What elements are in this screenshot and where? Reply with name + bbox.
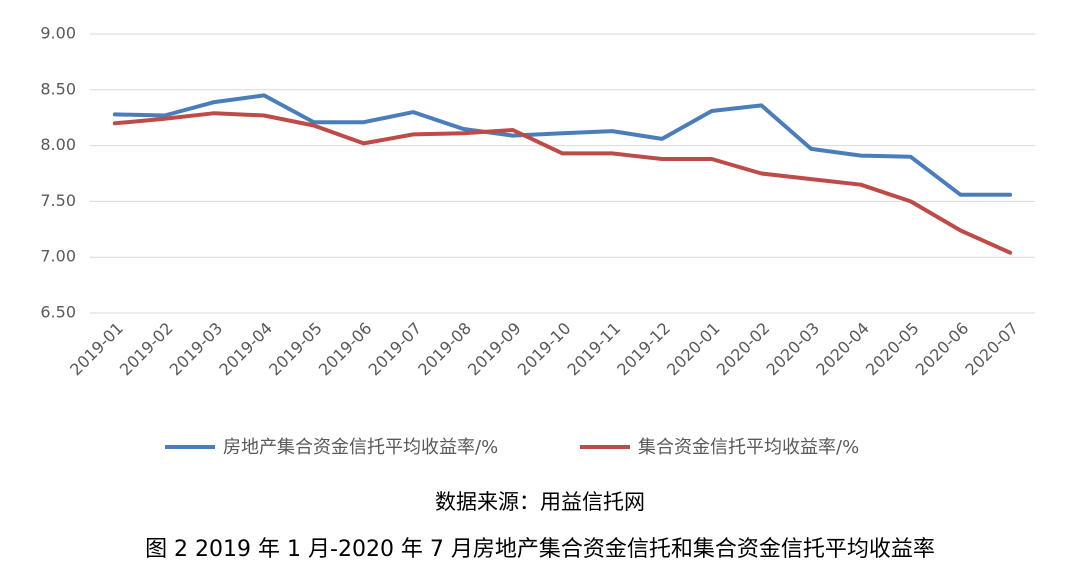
x-tick-label: 2020-05 xyxy=(862,319,923,380)
x-tick-label: 2020-02 xyxy=(713,319,774,380)
x-tick-label: 2019-08 xyxy=(414,319,475,380)
caption: 图 2 2019 年 1 月-2020 年 7 月房地产集合资金信托和集合资金信… xyxy=(145,537,935,562)
x-tick-label: 2019-05 xyxy=(265,319,326,380)
x-tick-label: 2020-06 xyxy=(912,319,973,380)
x-tick-label: 2020-03 xyxy=(762,319,823,380)
x-tick-label: 2020-07 xyxy=(961,319,1022,380)
x-tick-label: 2019-04 xyxy=(215,319,276,380)
y-tick-label: 7.50 xyxy=(40,191,76,210)
x-tick-label: 2019-06 xyxy=(315,319,376,380)
y-tick-label: 6.50 xyxy=(40,303,76,322)
x-tick-label: 2019-09 xyxy=(464,319,525,380)
legend-label: 房地产集合资金信托平均收益率/% xyxy=(223,437,498,458)
x-tick-label: 2019-10 xyxy=(514,319,575,380)
y-tick-label: 7.00 xyxy=(40,247,76,266)
y-tick-label: 8.00 xyxy=(40,135,76,154)
x-tick-label: 2019-01 xyxy=(66,319,127,380)
y-tick-label: 9.00 xyxy=(40,24,76,43)
x-tick-label: 2019-11 xyxy=(564,319,625,380)
y-tick-label: 8.50 xyxy=(40,79,76,98)
x-tick-label: 2019-03 xyxy=(166,319,227,380)
x-tick-label: 2020-01 xyxy=(663,319,724,380)
x-tick-label: 2019-07 xyxy=(365,319,426,380)
source-note: 数据来源：用益信托网 xyxy=(435,490,645,514)
x-tick-label: 2019-12 xyxy=(613,319,674,380)
series-line xyxy=(112,111,1013,255)
x-tick-label: 2019-02 xyxy=(116,319,177,380)
x-tick-label: 2020-04 xyxy=(812,319,873,380)
legend-label: 集合资金信托平均收益率/% xyxy=(638,437,859,458)
series-line xyxy=(112,93,1013,197)
